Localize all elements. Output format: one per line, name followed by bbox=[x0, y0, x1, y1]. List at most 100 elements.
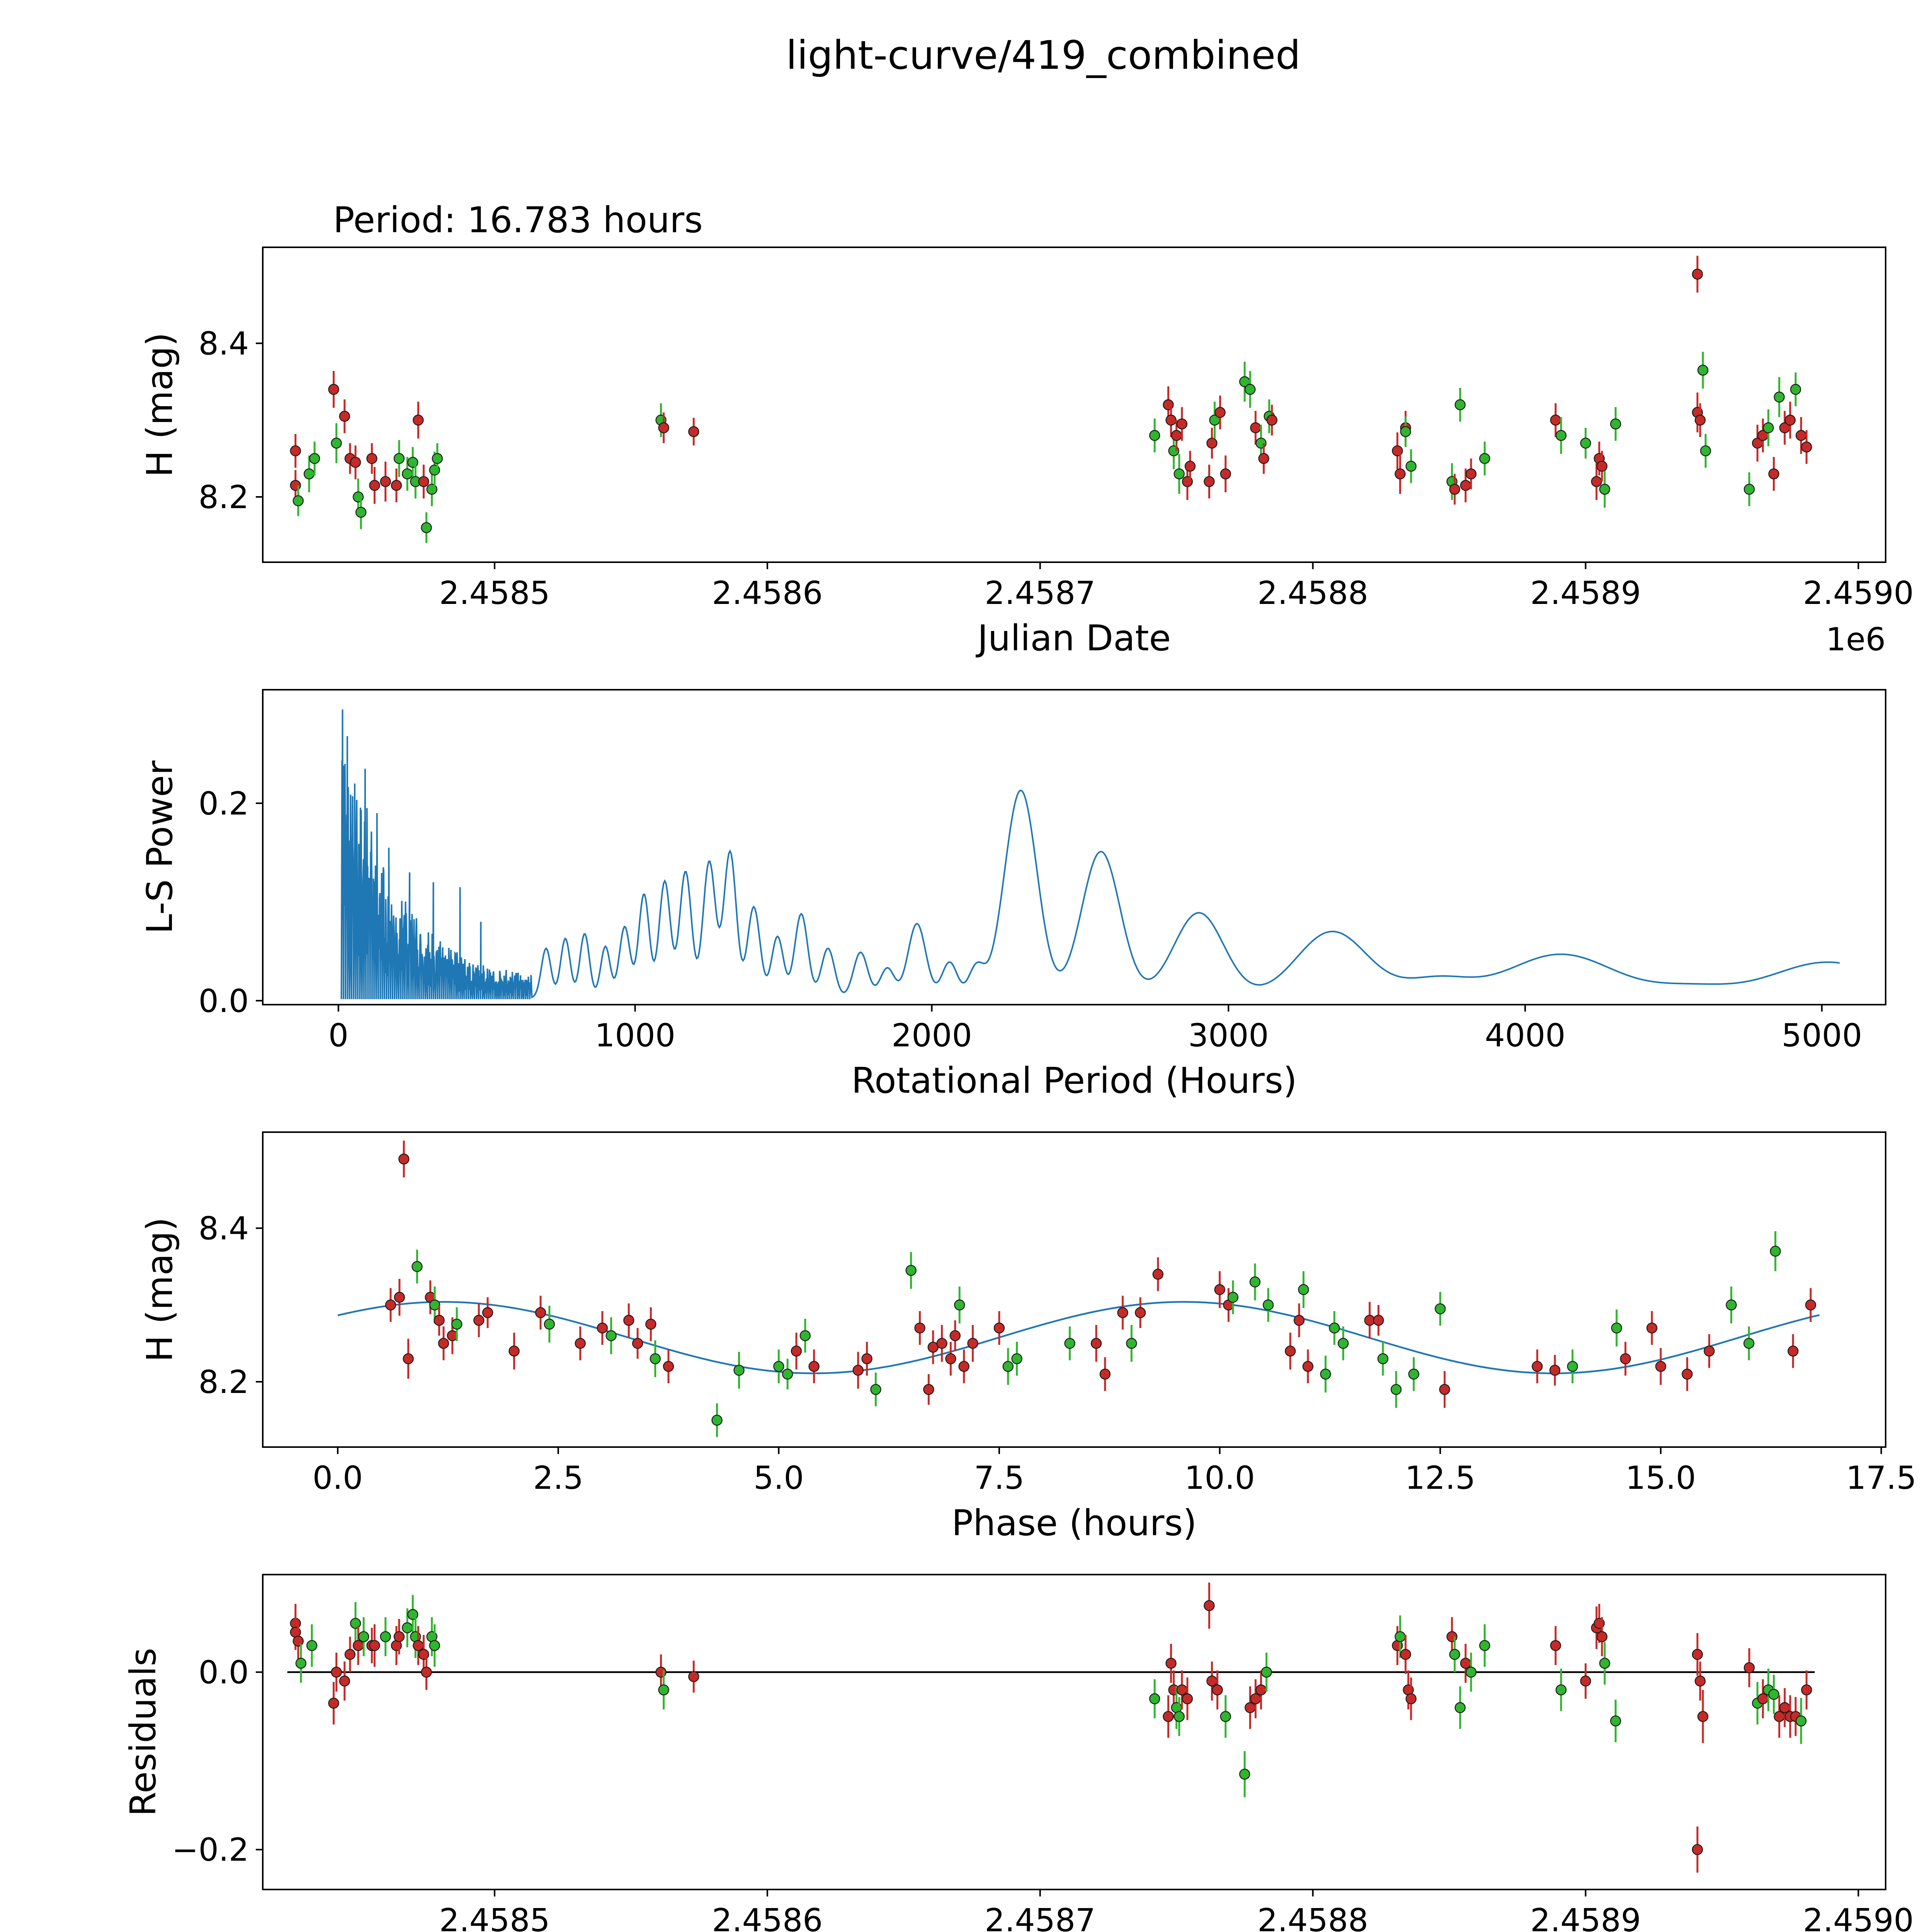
data-point bbox=[645, 1318, 656, 1330]
data-point bbox=[1655, 1361, 1667, 1372]
x-tick-label: 2.4587 bbox=[985, 575, 1095, 612]
data-point bbox=[328, 1697, 339, 1709]
data-point bbox=[1763, 422, 1774, 434]
data-point bbox=[1700, 445, 1711, 456]
data-point bbox=[663, 1361, 674, 1372]
data-point bbox=[1261, 1667, 1272, 1678]
data-point bbox=[309, 453, 320, 464]
data-point bbox=[1460, 1658, 1471, 1669]
data-point bbox=[1405, 1693, 1417, 1704]
data-point bbox=[421, 522, 432, 533]
data-point bbox=[1390, 1384, 1402, 1395]
x-tick-label: 0.0 bbox=[313, 1460, 363, 1497]
y-axis-label: H (mag) bbox=[139, 1217, 180, 1362]
plot-spines bbox=[262, 247, 1886, 563]
data-point bbox=[1697, 364, 1709, 376]
data-point bbox=[331, 437, 342, 449]
data-point bbox=[1206, 437, 1218, 449]
data-point bbox=[1250, 1693, 1261, 1704]
x-tick-label: 1000 bbox=[595, 1017, 675, 1054]
data-point bbox=[782, 1368, 793, 1380]
subplot-phased-lightcurve: 0.0 2.5 5.0 7.5 10.0 12.5 15.0 17.5 8.2 8.4 Phase … bbox=[139, 1131, 1917, 1544]
data-point bbox=[385, 1299, 396, 1311]
data-point bbox=[1435, 1303, 1446, 1315]
data-point bbox=[418, 476, 429, 487]
data-point bbox=[1002, 1361, 1014, 1372]
data-point bbox=[914, 1322, 925, 1334]
data-point bbox=[1227, 1292, 1239, 1303]
data-point bbox=[438, 1338, 449, 1349]
data-point bbox=[1682, 1368, 1693, 1380]
data-point bbox=[339, 1675, 350, 1687]
data-point bbox=[1454, 1702, 1466, 1713]
data-point bbox=[331, 1667, 342, 1678]
data-point bbox=[401, 468, 413, 480]
data-point bbox=[366, 453, 378, 464]
data-point bbox=[391, 480, 402, 491]
data-point bbox=[344, 1649, 356, 1660]
data-point bbox=[1220, 468, 1231, 480]
data-point bbox=[1795, 430, 1807, 441]
data-point bbox=[509, 1345, 520, 1357]
data-point bbox=[1768, 468, 1779, 480]
data-point bbox=[1784, 415, 1796, 426]
plot-spines bbox=[262, 689, 1886, 1005]
data-point bbox=[1392, 445, 1403, 456]
data-point bbox=[1184, 461, 1196, 472]
data-point bbox=[1795, 1715, 1807, 1727]
y-tick-label: 8.2 bbox=[199, 479, 249, 516]
x-tick-label: 2.4590 bbox=[1803, 1902, 1914, 1932]
x-tick-label: 2.4586 bbox=[712, 575, 823, 612]
data-point bbox=[413, 415, 424, 426]
data-point bbox=[432, 453, 443, 464]
data-point bbox=[958, 1361, 969, 1372]
data-point bbox=[1099, 1368, 1111, 1380]
data-point bbox=[1801, 1684, 1812, 1696]
axis-offset-label: 1e6 bbox=[1826, 621, 1886, 658]
x-tick-label: 0 bbox=[328, 1017, 349, 1054]
data-point bbox=[1090, 1338, 1102, 1349]
data-point bbox=[403, 1353, 414, 1364]
data-point bbox=[1377, 1353, 1389, 1364]
data-point bbox=[1329, 1322, 1340, 1334]
data-point bbox=[1165, 1658, 1177, 1669]
data-point bbox=[1149, 430, 1160, 441]
data-point bbox=[1779, 1702, 1791, 1713]
data-point bbox=[1549, 1365, 1561, 1376]
data-point bbox=[1302, 1361, 1314, 1372]
data-point bbox=[1173, 1711, 1185, 1722]
data-point bbox=[1460, 480, 1471, 491]
data-point bbox=[1165, 415, 1177, 426]
subplot-periodogram: 0 1000 2000 3000 4000 5000 0.0 0.2 Rotational Pe… bbox=[139, 689, 1886, 1101]
data-point bbox=[923, 1384, 934, 1395]
data-point bbox=[1726, 1299, 1737, 1311]
data-point bbox=[1285, 1345, 1296, 1357]
data-point bbox=[398, 1153, 410, 1165]
data-point bbox=[1117, 1307, 1128, 1318]
data-point bbox=[306, 1640, 318, 1651]
data-point bbox=[1204, 1600, 1215, 1611]
y-tick-label: 8.2 bbox=[199, 1364, 249, 1401]
subplot-lightcurve-jd: 2.4585 2.4586 2.4587 2.4588 2.4589 2.4590 8.2 8… bbox=[139, 247, 1914, 659]
data-point bbox=[1596, 461, 1608, 472]
y-tick-label: −0.2 bbox=[172, 1832, 249, 1869]
data-point bbox=[1555, 430, 1567, 441]
data-point bbox=[1320, 1368, 1331, 1380]
data-point bbox=[1555, 1684, 1567, 1696]
data-point bbox=[711, 1415, 723, 1426]
data-point bbox=[339, 411, 350, 422]
data-point bbox=[1774, 1711, 1785, 1722]
subplot-residuals: 2.4585 2.4586 2.4587 2.4588 2.4589 2.4590 −0.2… bbox=[122, 1574, 1914, 1932]
data-point bbox=[1550, 415, 1561, 426]
data-point bbox=[1395, 1631, 1406, 1642]
data-point bbox=[1204, 476, 1215, 487]
data-point bbox=[623, 1315, 634, 1326]
data-point bbox=[1449, 483, 1460, 495]
data-point bbox=[1787, 1345, 1799, 1357]
data-point bbox=[1646, 1322, 1658, 1334]
data-point bbox=[1580, 437, 1591, 449]
data-point bbox=[1743, 1338, 1755, 1349]
plot-spines bbox=[262, 1574, 1886, 1890]
data-point bbox=[1400, 1649, 1411, 1660]
